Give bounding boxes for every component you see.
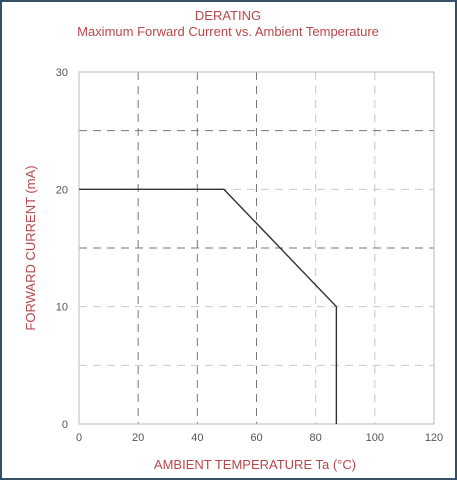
y-tick-label: 0 bbox=[62, 419, 68, 431]
y-tick-labels: 0 10 20 30 bbox=[56, 67, 68, 431]
x-tick-label: 40 bbox=[191, 432, 203, 444]
x-tick-label: 60 bbox=[250, 432, 262, 444]
x-tick-label: 80 bbox=[310, 432, 322, 444]
chart-subtitle: Maximum Forward Current vs. Ambient Temp… bbox=[77, 24, 379, 39]
series-line-0 bbox=[79, 188, 338, 424]
x-axis-label: AMBIENT TEMPERATURE Ta (°C) bbox=[154, 457, 356, 472]
chart-title: DERATING bbox=[195, 8, 261, 23]
y-tick-label: 30 bbox=[56, 67, 68, 79]
x-tick-label: 0 bbox=[76, 432, 82, 444]
x-tick-label: 100 bbox=[366, 432, 384, 444]
grid-lines bbox=[79, 72, 434, 424]
x-tick-labels: 0 20 40 60 80 100 120 bbox=[76, 432, 443, 444]
plot-area bbox=[78, 71, 435, 425]
series-group bbox=[79, 188, 338, 424]
x-tick-label: 20 bbox=[132, 432, 144, 444]
y-tick-label: 20 bbox=[56, 184, 68, 196]
y-tick-label: 10 bbox=[56, 302, 68, 314]
x-tick-label: 120 bbox=[425, 432, 443, 444]
y-axis-label: FORWARD CURRENT (mA) bbox=[23, 165, 38, 330]
